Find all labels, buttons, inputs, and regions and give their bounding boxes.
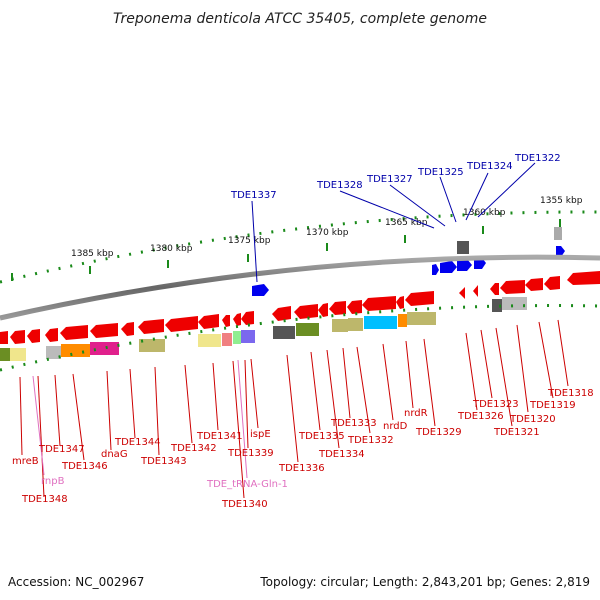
forward-genes bbox=[252, 246, 565, 296]
reverse-gene bbox=[525, 278, 543, 291]
reverse-gene bbox=[241, 311, 254, 325]
reverse-genes bbox=[0, 271, 600, 344]
reverse-gene bbox=[544, 276, 560, 290]
gene-label: TDE1329 bbox=[415, 427, 462, 438]
reverse-gene bbox=[362, 296, 396, 311]
forward-cog-blocks bbox=[457, 227, 562, 254]
ruler-label: 1365 kbp bbox=[385, 218, 428, 228]
gene-label: TDE1341 bbox=[196, 431, 243, 442]
forward-gene bbox=[432, 264, 439, 275]
ruler-ticks bbox=[11, 219, 561, 281]
reverse-gene bbox=[329, 301, 346, 315]
gene-label: TDE1347 bbox=[38, 444, 85, 455]
gene-label: TDE1318 bbox=[547, 388, 594, 399]
gene-label: TDE1344 bbox=[114, 437, 161, 448]
reverse-gene bbox=[27, 329, 40, 343]
ruler-label: 1355 kbp bbox=[540, 196, 583, 206]
reverse-gene bbox=[198, 314, 219, 329]
genome-summary: Topology: circular; Length: 2,843,201 bp… bbox=[259, 575, 590, 589]
gene-label: dnaG bbox=[101, 449, 128, 460]
gene-label: TDE1340 bbox=[221, 499, 268, 510]
gene-label: TDE1335 bbox=[298, 431, 345, 442]
gene-label: rnpB bbox=[41, 476, 65, 487]
accession: Accession: NC_002967 bbox=[8, 575, 144, 589]
gene-label: TDE1342 bbox=[170, 443, 217, 454]
forward-gene bbox=[457, 259, 472, 271]
forward-labels: TDE1337 TDE1328 TDE1327 TDE1325 TDE1324 … bbox=[230, 153, 561, 201]
reverse-gene bbox=[165, 316, 198, 332]
reverse-gene bbox=[396, 296, 404, 309]
gene-label: ispE bbox=[250, 429, 271, 440]
gene-label: TDE1346 bbox=[61, 461, 108, 472]
inner-tick-track bbox=[0, 304, 600, 372]
reverse-gene bbox=[121, 322, 134, 336]
genome-backbone bbox=[0, 254, 600, 321]
reverse-cog-blocks-row2 bbox=[0, 330, 255, 361]
reverse-gene bbox=[222, 315, 230, 327]
gene-label: TDE1319 bbox=[529, 400, 576, 411]
gene-label: TDE1325 bbox=[417, 167, 464, 178]
gene-label: TDE1323 bbox=[472, 399, 519, 410]
reverse-gene bbox=[60, 325, 88, 340]
gene-label: TDE1332 bbox=[347, 435, 394, 446]
reverse-gene bbox=[233, 313, 241, 326]
reverse-gene bbox=[272, 306, 291, 321]
gene-label: TDE1328 bbox=[316, 180, 363, 191]
reverse-gene bbox=[0, 331, 8, 344]
forward-gene bbox=[440, 261, 457, 273]
gene-label: TDE1321 bbox=[493, 427, 540, 438]
ruler-labels: 1385 kbp 1380 kbp 1375 kbp 1370 kbp 1365… bbox=[71, 196, 583, 259]
reverse-gene bbox=[347, 300, 362, 314]
gene-label: TDE1336 bbox=[278, 463, 325, 474]
gene-label: mreB bbox=[12, 456, 39, 467]
ruler-label: 1370 kbp bbox=[306, 228, 349, 238]
reverse-gene bbox=[473, 285, 478, 297]
gene-label: TDE1324 bbox=[466, 161, 513, 172]
gene-label: TDE1333 bbox=[330, 418, 377, 429]
gene-label: TDE1322 bbox=[514, 153, 561, 164]
gene-label: TDE1339 bbox=[227, 448, 274, 459]
ruler-label: 1385 kbp bbox=[71, 249, 114, 259]
ruler-label: 1380 kbp bbox=[150, 244, 193, 254]
gene-label: TDE1327 bbox=[366, 174, 413, 185]
gene-label: TDE1337 bbox=[230, 190, 277, 201]
reverse-gene bbox=[567, 271, 600, 285]
map-title: Treponema denticola ATCC 35405, complete… bbox=[113, 11, 487, 27]
reverse-gene bbox=[138, 319, 164, 334]
reverse-labels: mreB TDE1348 TDE1347 TDE1346 dnaG TDE134… bbox=[12, 388, 594, 510]
forward-gene bbox=[474, 258, 486, 269]
forward-gene bbox=[556, 246, 565, 257]
gene-label: nrdR bbox=[404, 408, 428, 419]
reverse-gene bbox=[318, 303, 328, 317]
reverse-leader-lines bbox=[19, 319, 569, 499]
gene-label: nrdD bbox=[383, 421, 408, 432]
forward-gene bbox=[252, 284, 269, 296]
rna-labels: rnpB TDE_tRNA-Gln-1 bbox=[41, 476, 288, 490]
ruler-label: 1360 kbp bbox=[463, 208, 506, 218]
gene-label: TDE1343 bbox=[140, 456, 187, 467]
reverse-cog-blocks-row1 bbox=[273, 297, 527, 339]
reverse-gene bbox=[500, 280, 525, 294]
reverse-gene bbox=[490, 283, 499, 295]
reverse-gene bbox=[90, 323, 118, 338]
reverse-gene bbox=[294, 304, 318, 319]
rna-leader-lines bbox=[32, 359, 248, 479]
gene-label: TDE1334 bbox=[318, 449, 365, 460]
gene-label: TDE1320 bbox=[509, 414, 556, 425]
reverse-gene bbox=[459, 287, 465, 299]
gene-label: TDE_tRNA-Gln-1 bbox=[206, 479, 288, 490]
reverse-gene bbox=[45, 328, 58, 342]
forward-leader-lines bbox=[251, 162, 536, 283]
gene-label: TDE1326 bbox=[457, 411, 504, 422]
reverse-gene bbox=[10, 330, 25, 344]
ruler-label: 1375 kbp bbox=[228, 236, 271, 246]
reverse-gene bbox=[405, 291, 434, 306]
gene-label: TDE1348 bbox=[21, 494, 68, 505]
